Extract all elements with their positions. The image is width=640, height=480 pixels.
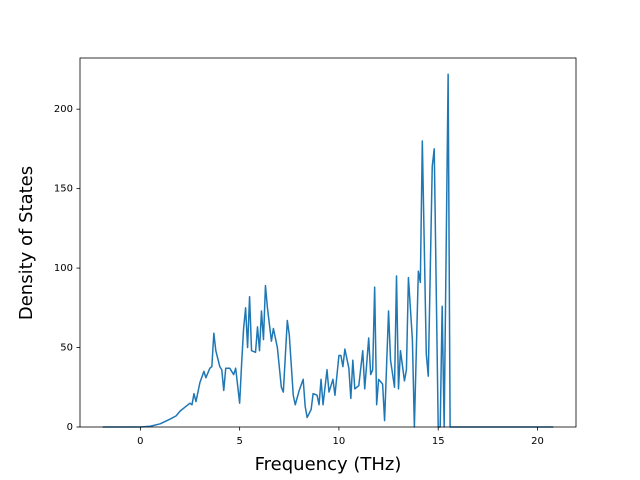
y-tick-label: 150 — [54, 184, 73, 195]
y-tick-label: 0 — [67, 422, 73, 433]
x-tick-label: 15 — [432, 436, 445, 447]
x-axis-label: Frequency (THz) — [255, 454, 402, 475]
x-tick-label: 20 — [531, 436, 544, 447]
data-line — [102, 73, 554, 428]
y-tick-label: 100 — [54, 263, 73, 274]
plot-frame — [79, 57, 577, 428]
x-tick-label: 5 — [236, 436, 242, 447]
x-tick-label: 10 — [333, 436, 346, 447]
y-tick-label: 50 — [60, 343, 73, 354]
x-tick-label: 0 — [137, 436, 143, 447]
y-tick-label: 200 — [54, 104, 73, 115]
y-axis-label: Density of States — [16, 166, 37, 320]
